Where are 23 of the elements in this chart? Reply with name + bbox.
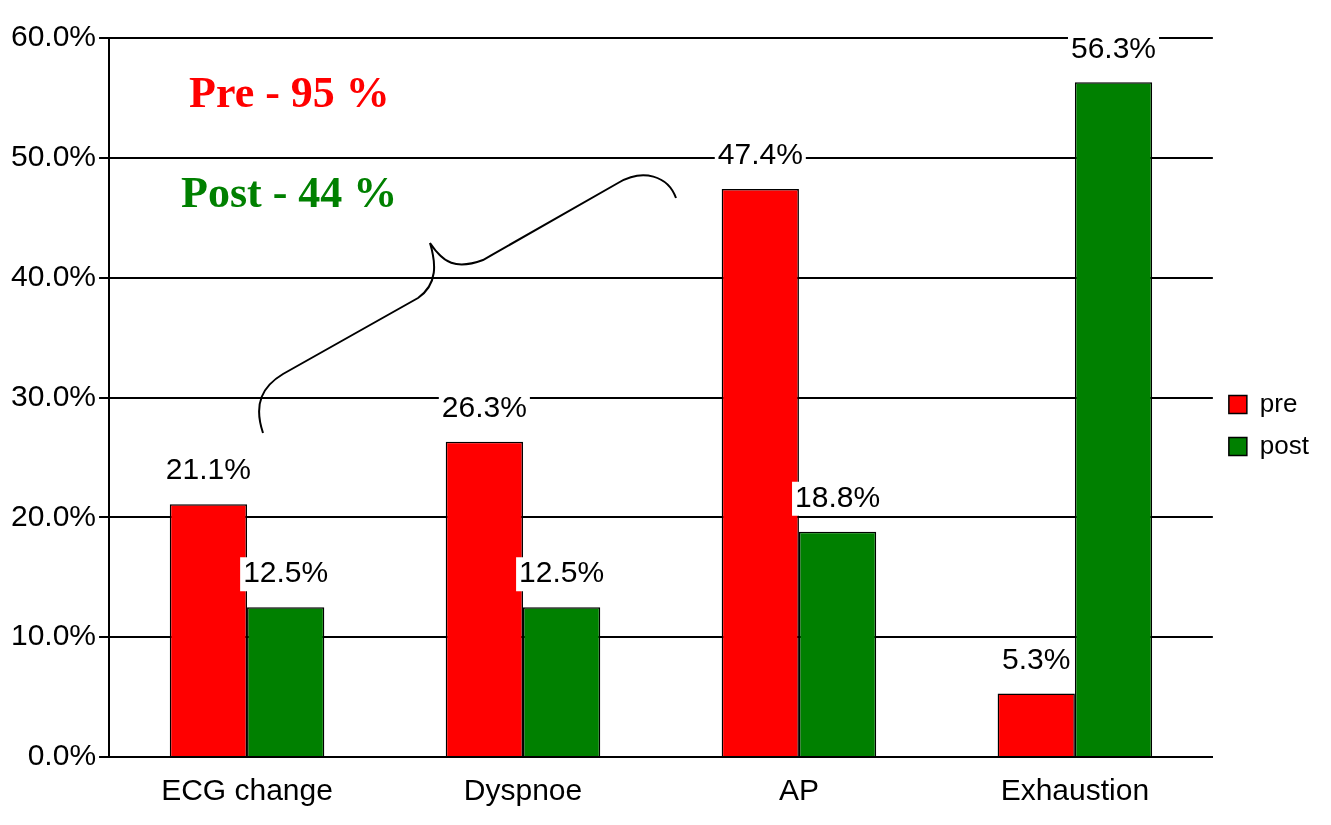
data-label: 21.1% (165, 452, 251, 486)
data-label: 5.3% (1002, 641, 1071, 675)
data-label: 12.5% (243, 555, 329, 589)
y-tick-label: 60.0% (10, 19, 97, 53)
annotation: Pre - 95 % (189, 68, 390, 118)
data-label: 56.3% (1070, 30, 1157, 64)
legend-label: post (1259, 429, 1310, 460)
y-tick-label: 50.0% (10, 139, 97, 173)
y-tick-label: 30.0% (10, 378, 97, 412)
x-tick-label: Dyspnoe (463, 773, 583, 807)
y-tick-label: 40.0% (10, 258, 97, 292)
x-tick-label: AP (778, 773, 819, 807)
legend-label: pre (1259, 387, 1298, 418)
y-tick-label: 10.0% (10, 618, 97, 652)
annotation: Post - 44 % (181, 168, 398, 218)
y-tick-label: 20.0% (10, 498, 97, 532)
data-label: 26.3% (441, 390, 527, 424)
y-tick-label: 0.0% (27, 738, 97, 772)
data-label: 12.5% (519, 555, 605, 589)
x-tick-label: Exhaustion (1000, 773, 1150, 807)
data-label: 18.8% (795, 479, 881, 513)
x-tick-label: ECG change (161, 773, 333, 807)
data-label: 47.4% (717, 137, 803, 171)
